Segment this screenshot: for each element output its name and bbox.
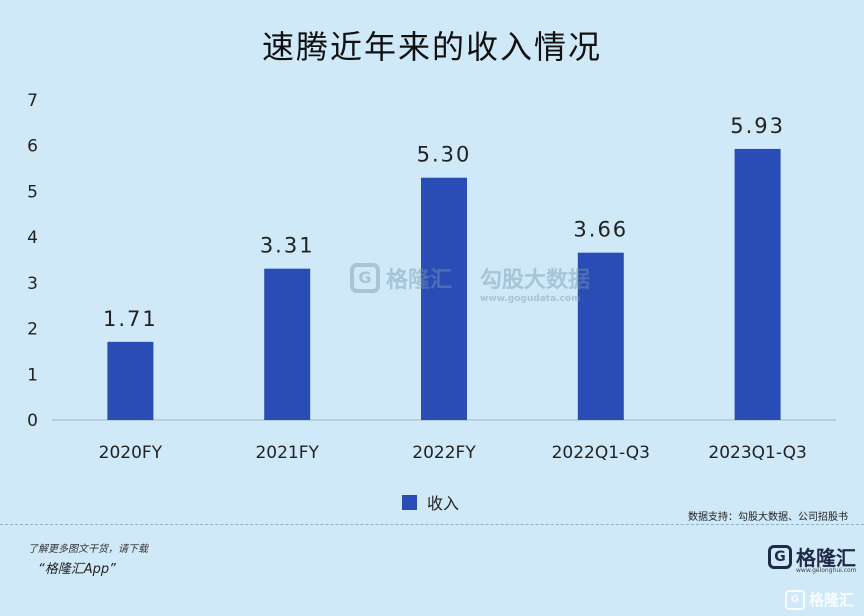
bar [264,268,311,420]
y-tick-label: 7 [27,91,38,111]
legend-swatch [402,494,417,510]
chart-title: 速腾近年来的收入情况 [261,28,602,66]
x-tick-label: 2023Q1-Q3 [708,443,806,463]
bar-chart: 0 1 2 3 4 5 6 7 1.71 2020FY 3.31 2021FY 5.30 2022FY 3.… [27,91,836,463]
data-label: 1.71 [103,307,158,331]
corner-watermark: G 格隆汇 [784,589,854,610]
legend: 收入 [402,490,459,514]
data-label: 5.93 [730,114,785,138]
source-note: 数据支持：勾股大数据、公司招股书 [688,512,848,523]
bar [421,177,467,420]
legend-label: 收入 [427,494,460,513]
data-label: 3.66 [573,218,628,242]
x-tick-label: 2020FY [99,443,163,463]
watermark-brand-text: 勾股大数据 [480,268,591,293]
y-tick-label: 4 [27,228,38,248]
bar [734,148,781,420]
watermark-brand-url: www.gogudata.com [480,294,581,304]
y-tick-label: 5 [27,182,38,202]
footer-logo: G 格隆汇 [768,542,856,571]
footer-logo-text: 格隆汇 [796,546,856,570]
bar [577,252,624,420]
watermark-gelonghui: G 格隆汇 [350,262,452,294]
g-logo-icon: G [784,589,805,610]
data-label: 3.31 [260,234,315,258]
footer-app-name: “格隆汇App” [38,562,116,577]
footer-logo-url: www.gelonghui.com [796,567,857,574]
data-label: 5.30 [417,143,472,167]
g-logo-icon: G [768,544,792,569]
x-tick-label: 2022FY [412,443,476,463]
x-tick-label: 2022Q1-Q3 [552,443,650,463]
x-tick-label: 2021FY [255,443,319,463]
divider [0,524,864,525]
g-logo-icon: G [350,263,380,293]
bar [107,341,154,420]
y-tick-label: 6 [27,137,38,157]
y-tick-label: 2 [27,320,38,340]
y-tick-label: 3 [27,274,38,294]
y-tick-label: 1 [27,365,38,385]
watermark-logo-text: 格隆汇 [386,268,453,293]
y-tick-label: 0 [27,411,38,431]
corner-watermark-text: 格隆汇 [808,591,854,609]
watermark-gogudata: 勾股大数据 www.gogudata.com [480,262,590,304]
footer-download-text: 了解更多图文干货，请下载 [28,544,148,555]
